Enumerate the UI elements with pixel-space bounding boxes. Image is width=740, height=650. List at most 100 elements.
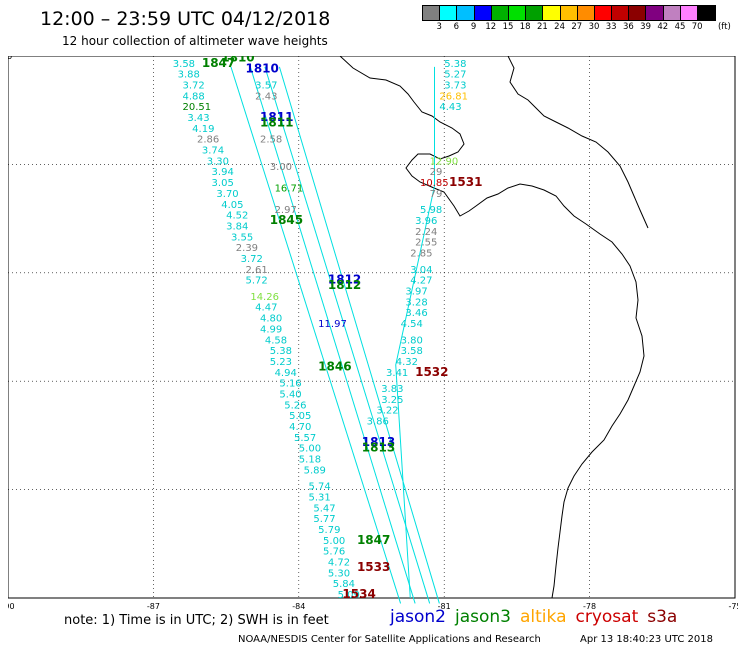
pass-number-label: 1845	[270, 213, 303, 227]
wave-height-label: 12.90	[430, 156, 459, 167]
wave-height-label: 3.58	[173, 59, 195, 70]
track-line	[278, 66, 440, 604]
wave-height-label: 3.30	[207, 156, 229, 167]
wave-height-label: 3.57	[255, 81, 277, 92]
color-tick-label: 27	[571, 22, 583, 32]
wave-height-label: 3.88	[178, 70, 200, 81]
map-frame	[8, 56, 736, 599]
wave-height-label: 4.47	[255, 303, 277, 314]
satellite-legend-item: s3a	[647, 607, 678, 627]
color-swatch	[457, 6, 475, 20]
pass-number-label: 1810	[245, 61, 278, 75]
wave-height-label: 4.88	[182, 91, 204, 102]
pass-number-labels: 1810181018471811181118451812181218461813…	[202, 56, 483, 601]
wave-height-label: 5.57	[294, 433, 316, 444]
pass-number-label: 1847	[202, 56, 235, 70]
coastline	[339, 56, 649, 599]
wave-height-label: 3.00	[270, 162, 292, 173]
wave-height-label: 4.43	[439, 102, 461, 113]
satellite-legend-item: jason2	[390, 607, 446, 627]
pass-number-label: 1534	[342, 587, 375, 601]
color-swatch	[698, 6, 716, 20]
wave-height-label: 2.61	[245, 265, 267, 276]
wave-height-label: 3.86	[367, 417, 389, 428]
wave-height-label: 3.74	[202, 146, 224, 157]
wave-height-label: 3.94	[212, 167, 234, 178]
x-tick-label: -84	[292, 602, 305, 611]
color-swatch	[680, 6, 698, 20]
satellite-tracks	[230, 66, 440, 604]
wave-height-label: 3.22	[376, 406, 398, 417]
track-line	[264, 66, 431, 604]
wave-height-label: 5.40	[279, 389, 301, 400]
wave-height-label: 5.27	[444, 70, 466, 81]
wave-height-label: 2.58	[260, 135, 282, 146]
color-swatch	[594, 6, 613, 20]
color-unit-label: (ft)	[717, 22, 731, 32]
wave-height-label: 5.84	[333, 579, 355, 590]
satellite-legend-item: jason3	[455, 607, 511, 627]
pass-number-label: 1846	[318, 359, 351, 373]
wave-height-label: 3.41	[386, 368, 408, 379]
satellite-legend: jason2 jason3 altika cryosat s3a	[390, 607, 686, 627]
wave-height-label: 3.70	[216, 189, 238, 200]
color-tick-label: 42	[657, 22, 669, 32]
color-tick-label: 15	[502, 22, 514, 32]
wave-height-label: 4.52	[226, 211, 248, 222]
wave-height-label: 3.43	[187, 113, 209, 124]
x-tick-label: -75	[728, 602, 738, 611]
wave-height-label: 4.54	[401, 319, 423, 330]
wave-height-label: 5.79	[318, 525, 340, 536]
wave-height-label: 5.98	[420, 205, 442, 216]
wave-height-label: 26.81	[439, 91, 468, 102]
footnote: note: 1) Time is in UTC; 2) SWH is in fe…	[64, 613, 329, 628]
color-tick-label: 18	[519, 22, 531, 32]
pass-number-label: 1811	[260, 110, 293, 124]
track-line	[230, 66, 402, 604]
color-swatch	[577, 6, 595, 20]
color-swatch	[543, 6, 561, 20]
coastline-path	[339, 56, 645, 599]
color-swatch	[526, 6, 544, 20]
pass-number-label: 1813	[362, 441, 395, 455]
wave-height-label: 5.16	[279, 379, 301, 390]
wave-height-label: 3.58	[401, 346, 423, 357]
wave-height-label: 14.26	[250, 292, 279, 303]
map-subtitle: 12 hour collection of altimeter wave hei…	[62, 34, 328, 48]
wave-height-label: 2.24	[415, 227, 437, 238]
color-scale-ticks: 3 6 9 12 15 18 21 24 27 30 33 36 39 42 45 70 (ft)	[422, 22, 740, 34]
color-tick-label: 9	[470, 22, 477, 32]
x-tick-label: -90	[8, 602, 15, 611]
wave-height-label: 5.26	[284, 400, 306, 411]
wave-height-label: 20.51	[182, 102, 211, 113]
wave-height-label: 4.27	[410, 276, 432, 287]
color-tick-label: 24	[554, 22, 566, 32]
wave-height-label: 4.70	[289, 422, 311, 433]
wave-height-label: 5.00	[323, 536, 345, 547]
wave-height-label: 4.58	[265, 335, 287, 346]
wave-height-label: 5.89	[304, 465, 326, 476]
color-tick-label: 12	[485, 22, 497, 32]
color-swatch	[663, 6, 681, 20]
color-swatch	[612, 6, 630, 20]
pass-number-label: 1531	[449, 175, 482, 189]
color-tick-label: 6	[453, 22, 460, 32]
wave-height-label: 4.32	[396, 357, 418, 368]
color-scale-bar	[422, 5, 717, 21]
color-swatch	[440, 6, 458, 20]
wave-height-label: 3.04	[410, 265, 432, 276]
wave-height-label: 29	[430, 167, 443, 178]
wave-height-label: 2.86	[197, 135, 219, 146]
color-swatch	[474, 6, 492, 20]
color-swatch	[491, 6, 509, 20]
wave-height-label: 4.99	[260, 324, 282, 335]
coastline-north	[507, 56, 649, 229]
axis-tick-labels: -90-87-84-81-78-750246810	[8, 56, 738, 611]
wave-height-label: 16.71	[275, 184, 304, 195]
wave-height-label: 79	[430, 189, 443, 200]
wave-height-label: 2.85	[410, 249, 432, 260]
wave-height-label: 3.84	[226, 221, 248, 232]
color-tick-label: 36	[622, 22, 634, 32]
wave-height-label: 4.72	[328, 557, 350, 568]
track-line	[395, 66, 436, 599]
